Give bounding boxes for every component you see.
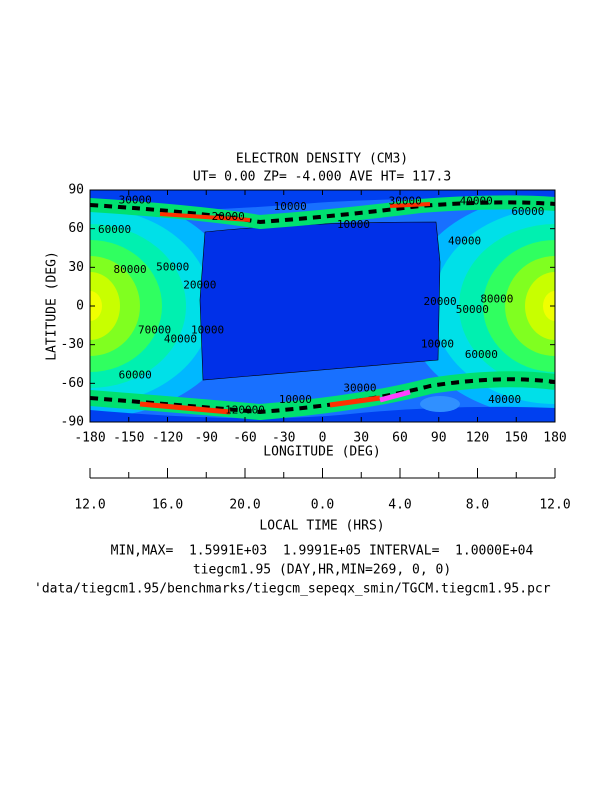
local-time-tick-label: 20.0 — [229, 498, 260, 513]
x-tick-label: -90 — [195, 431, 218, 446]
local-time-tick-label: 4.0 — [388, 498, 411, 513]
x-tick-label: -180 — [74, 431, 105, 446]
footer-line: 'data/tiegcm1.95/benchmarks/tiegcm_sepeq… — [34, 582, 551, 597]
contour-label: 10000 — [421, 338, 454, 351]
y-tick-label: 0 — [76, 299, 84, 314]
contour-label: 60000 — [465, 348, 498, 361]
x-tick-label: -120 — [152, 431, 183, 446]
contour-label: 30000 — [119, 193, 152, 206]
contour-label: 10000 — [274, 200, 307, 213]
chart-title: ELECTRON DENSITY (CM3) — [236, 152, 408, 167]
contour-label: 40000 — [488, 393, 521, 406]
contour-label: 50000 — [156, 260, 189, 273]
x-tick-label: 150 — [505, 431, 528, 446]
y-axis-label: LATITUDE (DEG) — [45, 251, 60, 361]
contour-label: 30000 — [389, 195, 422, 208]
y-tick-label: 60 — [68, 221, 84, 236]
x-tick-label: -60 — [233, 431, 256, 446]
contour-label: 10000 — [279, 393, 312, 406]
x-tick-label: 0 — [319, 431, 327, 446]
contour-label: 20000 — [212, 210, 245, 223]
x-axis-label: LONGITUDE (DEG) — [263, 445, 380, 460]
contour-label: 40000 — [164, 333, 197, 346]
footer-line: tiegcm1.95 (DAY,HR,MIN=269, 0, 0) — [193, 563, 451, 578]
y-tick-label: 90 — [68, 183, 84, 198]
contour-label: 80000 — [480, 293, 513, 306]
contour-label: 80000 — [113, 263, 146, 276]
contour-label: 30000 — [343, 381, 376, 394]
right-maximum — [405, 194, 555, 418]
contour-label: 50000 — [456, 303, 489, 316]
chart-subtitle: UT= 0.00 ZP= -4.000 AVE HT= 117.3 — [193, 170, 451, 185]
y-tick-label: 30 — [68, 260, 84, 275]
contour-label: 60000 — [119, 369, 152, 382]
x-tick-label: -30 — [272, 431, 295, 446]
local-time-tick-label: 8.0 — [466, 498, 489, 513]
x-tick-label: 120 — [466, 431, 489, 446]
y-tick-label: -60 — [61, 376, 84, 391]
local-time-tick-label: 16.0 — [152, 498, 183, 513]
x-tick-label: 30 — [353, 431, 369, 446]
y-tick-label: -90 — [61, 415, 84, 430]
contour-label: 20000 — [423, 295, 456, 308]
local-time-tick-label: 0.0 — [311, 498, 334, 513]
contour-label: 40000 — [460, 195, 493, 208]
contour-label: 20000 — [183, 278, 216, 291]
contour-label: 40000 — [448, 235, 481, 248]
footer-line: MIN,MAX= 1.5991E+03 1.9991E+05 INTERVAL=… — [111, 544, 534, 559]
contour-label: 60000 — [98, 223, 131, 236]
contour-label: 10000 — [337, 218, 370, 231]
contour-label: 10000 — [191, 323, 224, 336]
contour-fill — [90, 190, 555, 422]
contour-label: 60000 — [511, 205, 544, 218]
y-tick-label: -30 — [61, 337, 84, 352]
x-tick-label: 180 — [543, 431, 566, 446]
contour-label: 70000 — [138, 323, 171, 336]
local-time-tick-label: 12.0 — [539, 498, 570, 513]
local-time-tick-label: 12.0 — [74, 498, 105, 513]
contour-label: 120000 — [225, 403, 265, 416]
x-tick-label: 60 — [392, 431, 408, 446]
local-time-label: LOCAL TIME (HRS) — [259, 519, 384, 534]
x-tick-label: -150 — [113, 431, 144, 446]
x-tick-label: 90 — [431, 431, 447, 446]
